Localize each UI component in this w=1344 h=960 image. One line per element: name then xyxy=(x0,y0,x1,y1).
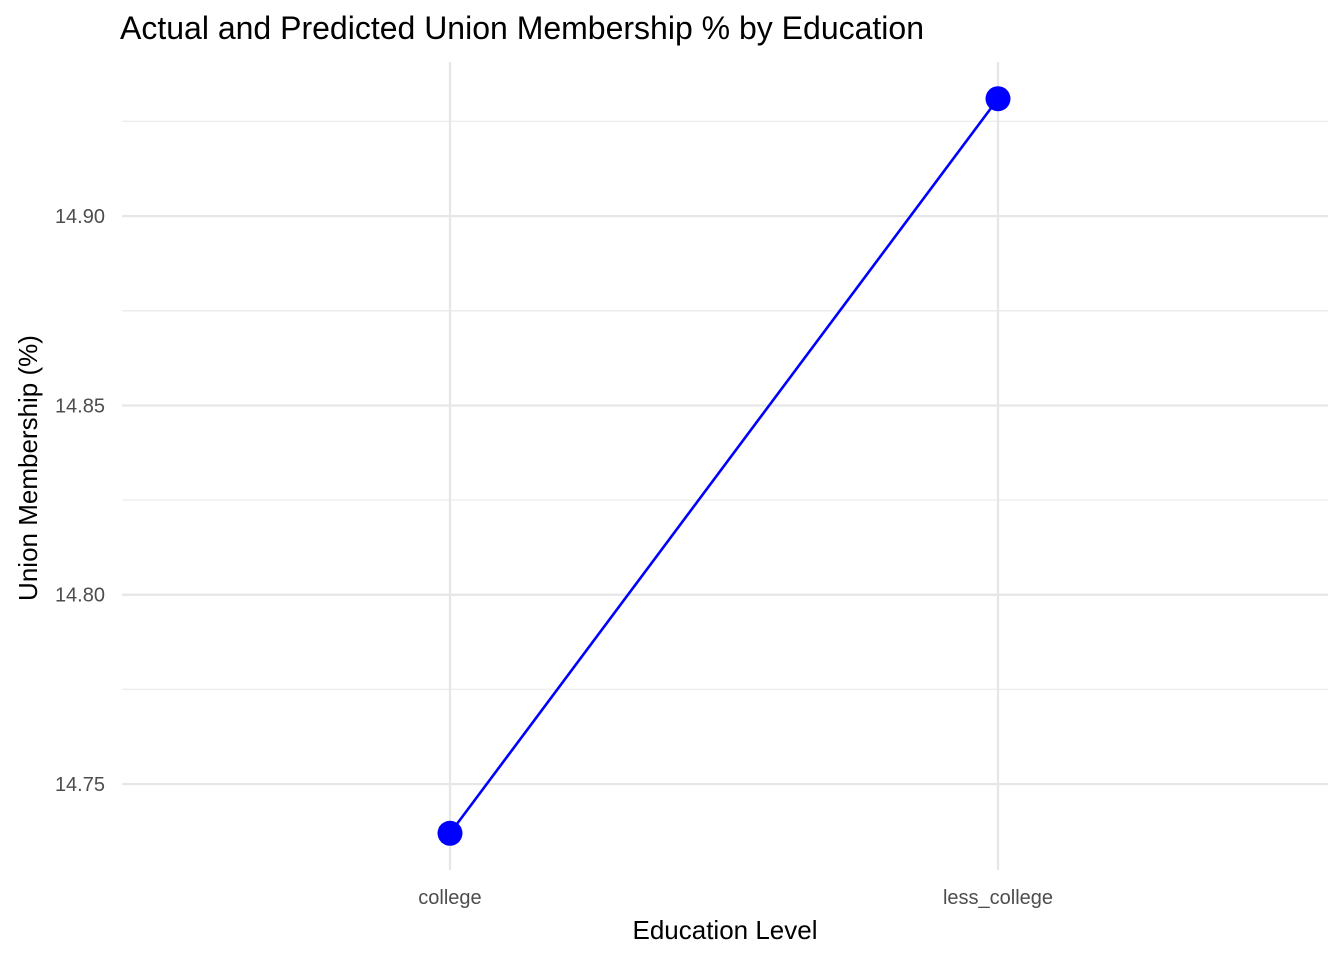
chart-title: Actual and Predicted Union Membership % … xyxy=(120,10,924,46)
x-axis-title: Education Level xyxy=(632,915,817,945)
y-tick-label: 14.75 xyxy=(55,774,105,796)
y-axis-title: Union Membership (%) xyxy=(13,335,43,601)
data-point xyxy=(985,86,1011,112)
data-point xyxy=(437,820,463,846)
y-tick-label: 14.85 xyxy=(55,395,105,417)
y-axis-tick-labels: 14.75 14.80 14.85 14.90 xyxy=(55,206,105,796)
x-tick-label: college xyxy=(418,887,481,909)
series-line xyxy=(448,97,1000,835)
x-axis-tick-labels: college less_college xyxy=(418,887,1053,909)
y-tick-label: 14.90 xyxy=(55,206,105,228)
x-tick-label: less_college xyxy=(943,887,1053,909)
grid-lines xyxy=(122,62,1328,870)
series-layer xyxy=(437,86,1011,846)
y-tick-label: 14.80 xyxy=(55,585,105,607)
